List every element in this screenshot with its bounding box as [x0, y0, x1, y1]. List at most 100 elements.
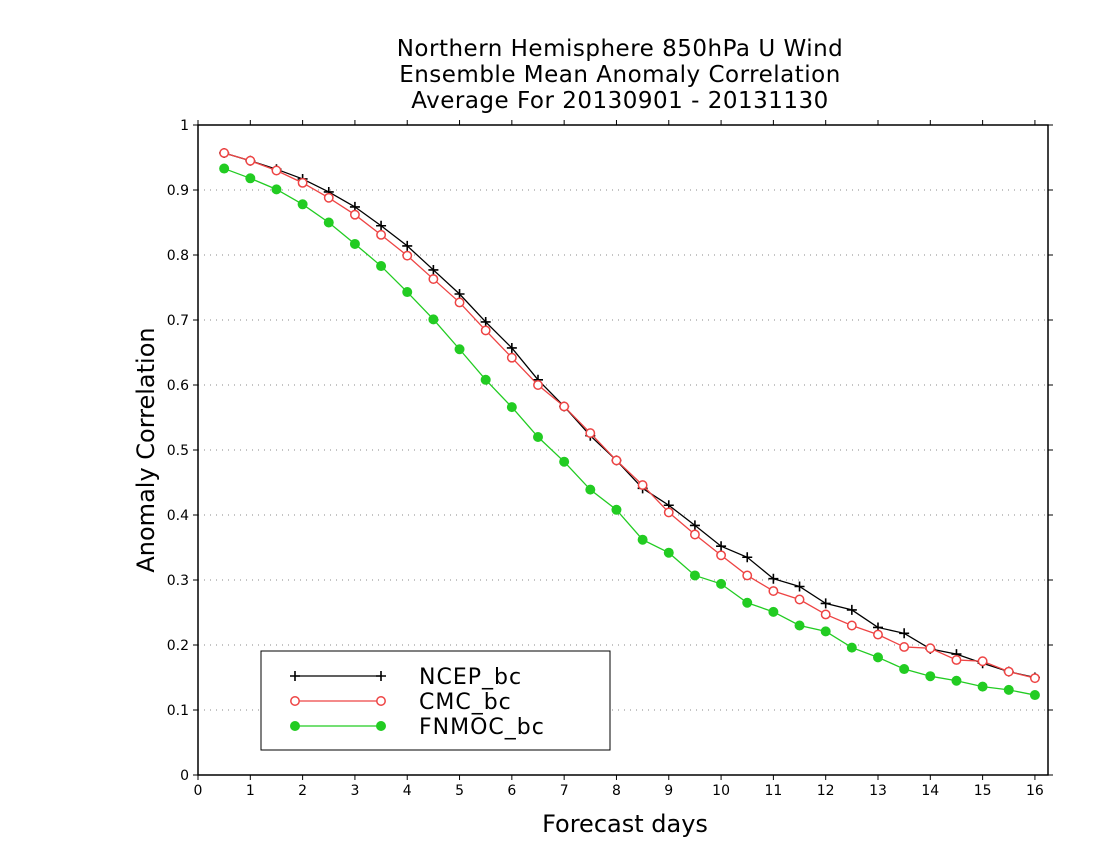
series-line-FNMOC_bc — [223, 167, 1036, 696]
data-point-NCEP_bc — [742, 552, 753, 563]
legend-marker-FNMOC_bc — [290, 721, 300, 731]
data-point-CMC_bc — [977, 656, 988, 667]
chart-title-line-3: Average For 20130901 - 20131130 — [411, 88, 829, 114]
data-point-CMC_bc — [559, 401, 570, 412]
data-point-NCEP_bc — [768, 573, 779, 584]
legend-marker-FNMOC_bc — [376, 721, 386, 731]
y-tick-label: 0.9 — [167, 183, 189, 199]
y-tick-label: 0.3 — [167, 573, 189, 589]
x-tick-label: 9 — [664, 783, 673, 799]
data-point-CMC_bc — [637, 480, 648, 491]
data-point-CMC_bc — [480, 325, 491, 336]
x-tick-label: 13 — [869, 783, 887, 799]
data-point-FNMOC_bc — [925, 671, 936, 682]
data-point-FNMOC_bc — [506, 402, 517, 413]
data-point-CMC_bc — [846, 620, 857, 631]
data-point-FNMOC_bc — [794, 620, 805, 631]
data-point-NCEP_bc — [899, 628, 910, 639]
legend-marker-NCEP_bc — [376, 671, 386, 681]
x-tick-label: 5 — [455, 783, 464, 799]
data-point-FNMOC_bc — [245, 173, 256, 184]
data-point-CMC_bc — [742, 570, 753, 581]
data-point-CMC_bc — [349, 209, 360, 220]
chart-title-line-2: Ensemble Mean Anomaly Correlation — [399, 62, 841, 88]
data-point-CMC_bc — [794, 594, 805, 605]
x-tick-label: 3 — [350, 783, 359, 799]
data-point-CMC_bc — [376, 229, 387, 240]
data-point-NCEP_bc — [794, 581, 805, 592]
x-tick-label: 6 — [507, 783, 516, 799]
x-tick-label: 10 — [712, 783, 730, 799]
data-point-FNMOC_bc — [323, 217, 334, 228]
data-point-CMC_bc — [663, 507, 674, 518]
data-point-FNMOC_bc — [951, 675, 962, 686]
x-tick-label: 4 — [403, 783, 412, 799]
chart-title-line-1: Northern Hemisphere 850hPa U Wind — [396, 36, 844, 62]
data-point-CMC_bc — [899, 642, 910, 652]
data-point-FNMOC_bc — [428, 314, 439, 325]
y-tick-label: 0.8 — [167, 248, 189, 264]
data-point-FNMOC_bc — [637, 534, 648, 545]
data-point-FNMOC_bc — [271, 184, 282, 195]
data-point-CMC_bc — [219, 148, 230, 158]
y-tick-label: 0.1 — [167, 703, 189, 719]
data-point-FNMOC_bc — [742, 597, 753, 608]
data-point-CMC_bc — [297, 177, 308, 188]
x-tick-label: 16 — [1026, 783, 1044, 799]
y-tick-label: 0.4 — [167, 508, 189, 524]
x-tick-label: 12 — [817, 783, 835, 799]
data-point-CMC_bc — [611, 455, 622, 466]
data-point-FNMOC_bc — [480, 374, 491, 385]
y-tick-label: 0.7 — [167, 313, 189, 329]
data-point-FNMOC_bc — [873, 652, 883, 663]
data-point-CMC_bc — [1029, 673, 1040, 684]
data-point-NCEP_bc — [716, 541, 727, 552]
y-tick-label: 0.5 — [167, 443, 189, 459]
data-point-CMC_bc — [271, 165, 282, 176]
data-point-CMC_bc — [585, 428, 596, 439]
data-point-FNMOC_bc — [820, 626, 831, 637]
data-point-CMC_bc — [428, 274, 439, 284]
x-tick-label: 14 — [921, 783, 939, 799]
data-point-CMC_bc — [454, 297, 465, 308]
y-tick-label: 1 — [180, 118, 189, 134]
data-point-FNMOC_bc — [454, 344, 465, 355]
data-point-FNMOC_bc — [663, 547, 674, 558]
data-point-FNMOC_bc — [349, 238, 360, 249]
legend-marker-CMC_bc — [376, 696, 386, 706]
data-point-CMC_bc — [768, 586, 779, 596]
data-point-FNMOC_bc — [977, 681, 988, 692]
data-point-FNMOC_bc — [559, 456, 570, 467]
data-point-NCEP_bc — [689, 520, 700, 531]
legend-marker-CMC_bc — [290, 696, 300, 706]
data-point-FNMOC_bc — [585, 484, 596, 495]
data-point-NCEP_bc — [506, 342, 517, 353]
x-tick-label: 15 — [974, 783, 992, 799]
data-point-CMC_bc — [820, 609, 831, 620]
data-point-NCEP_bc — [428, 264, 439, 275]
data-point-FNMOC_bc — [689, 570, 700, 581]
x-tick-label: 2 — [298, 783, 307, 799]
data-point-CMC_bc — [873, 629, 883, 640]
data-point-FNMOC_bc — [1003, 684, 1014, 695]
x-tick-label: 1 — [246, 783, 255, 799]
data-point-FNMOC_bc — [899, 664, 910, 675]
data-point-CMC_bc — [925, 643, 936, 654]
legend-label-CMC_bc: CMC_bc — [419, 690, 512, 715]
data-point-CMC_bc — [323, 192, 334, 203]
data-point-FNMOC_bc — [1029, 690, 1040, 701]
x-tick-label: 0 — [194, 783, 203, 799]
legend-label-FNMOC_bc: FNMOC_bc — [419, 715, 545, 740]
y-axis-label: Anomaly Correlation — [132, 327, 160, 573]
data-point-NCEP_bc — [846, 604, 857, 615]
data-point-CMC_bc — [533, 380, 543, 390]
data-point-CMC_bc — [245, 155, 256, 166]
data-point-FNMOC_bc — [219, 163, 230, 174]
data-point-NCEP_bc — [376, 220, 387, 231]
data-point-CMC_bc — [951, 655, 962, 665]
data-point-FNMOC_bc — [402, 287, 413, 298]
data-point-FNMOC_bc — [297, 199, 308, 210]
y-tick-label: 0.6 — [167, 378, 189, 394]
